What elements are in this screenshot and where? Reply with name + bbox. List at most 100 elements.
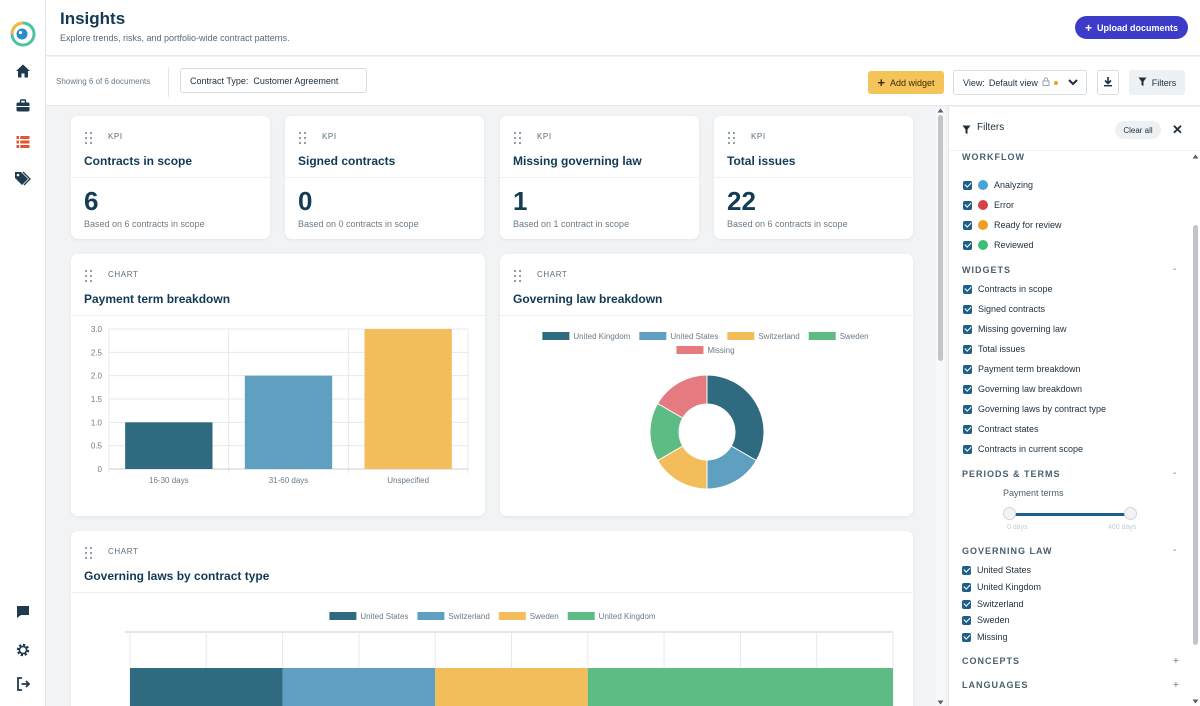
- widget-item[interactable]: Contract states: [963, 423, 1039, 435]
- scrollbar-thumb[interactable]: [1193, 225, 1198, 645]
- checkbox[interactable]: [962, 632, 971, 642]
- checkbox[interactable]: [962, 599, 971, 609]
- tags-icon[interactable]: [13, 168, 33, 188]
- chat-icon[interactable]: [13, 602, 33, 622]
- governing-law-item[interactable]: Missing: [962, 631, 1008, 643]
- kpi-card[interactable]: KPI Signed contracts 0 Based on 0 contra…: [285, 116, 484, 239]
- drag-handle-icon[interactable]: [514, 270, 522, 282]
- payment-terms-slider-track[interactable]: [1009, 513, 1131, 516]
- widget-item[interactable]: Contracts in current scope: [963, 443, 1083, 455]
- expand-toggle[interactable]: +: [1173, 656, 1179, 667]
- upload-documents-button[interactable]: + Upload documents: [1074, 16, 1188, 39]
- checkbox[interactable]: [963, 404, 972, 414]
- expand-toggle[interactable]: +: [1173, 680, 1179, 691]
- governing-law-item[interactable]: United Kingdom: [962, 581, 1041, 593]
- scroll-down-icon[interactable]: [1192, 699, 1199, 704]
- payment-term-chart-card[interactable]: CHART Payment term breakdown 0 0.5 1.0 1.5 2…: [71, 254, 485, 516]
- widget-item[interactable]: Signed contracts: [963, 303, 1045, 315]
- y-tick-label: 2.5: [91, 348, 103, 357]
- governing-law-item[interactable]: Sweden: [962, 614, 1010, 626]
- drag-handle-icon[interactable]: [728, 132, 736, 144]
- section-governing-law[interactable]: GOVERNING LAW: [962, 546, 1053, 556]
- widget-item[interactable]: Governing laws by contract type: [963, 403, 1106, 415]
- filters-button[interactable]: Filters: [1129, 70, 1185, 95]
- status-dot: [978, 200, 988, 210]
- checkbox[interactable]: [963, 324, 972, 334]
- widget-item[interactable]: Contracts in scope: [963, 283, 1053, 295]
- filters-scrollbar[interactable]: [1192, 151, 1199, 706]
- home-icon[interactable]: [13, 61, 33, 81]
- kpi-card[interactable]: KPI Missing governing law 1 Based on 1 c…: [500, 116, 699, 239]
- checkbox[interactable]: [963, 424, 972, 434]
- section-languages[interactable]: LANGUAGES: [962, 680, 1029, 690]
- gear-icon[interactable]: [13, 640, 33, 660]
- widget-label: Contract states: [978, 424, 1039, 434]
- widget-label: Contracts in scope: [978, 284, 1053, 294]
- slider-max-handle[interactable]: [1124, 507, 1137, 520]
- collapse-toggle[interactable]: -: [1173, 264, 1177, 275]
- checkbox[interactable]: [962, 615, 971, 625]
- checkbox[interactable]: [963, 444, 972, 454]
- widget-item[interactable]: Missing governing law: [963, 323, 1067, 335]
- clear-all-button[interactable]: Clear all: [1115, 121, 1161, 139]
- briefcase-icon[interactable]: [13, 96, 33, 116]
- checkbox[interactable]: [963, 284, 972, 294]
- workflow-item[interactable]: Error: [963, 199, 1014, 211]
- checkbox[interactable]: [963, 200, 972, 210]
- checkbox[interactable]: [963, 384, 972, 394]
- workflow-item[interactable]: Reviewed: [963, 239, 1034, 251]
- checkbox[interactable]: [963, 344, 972, 354]
- insights-icon[interactable]: [13, 132, 33, 152]
- app-logo-icon[interactable]: [9, 20, 37, 48]
- scrollbar-thumb[interactable]: [938, 115, 943, 361]
- drag-handle-icon[interactable]: [514, 132, 522, 144]
- page-header: Insights Explore trends, risks, and port…: [46, 0, 1200, 56]
- section-concepts[interactable]: CONCEPTS: [962, 656, 1021, 666]
- scroll-down-icon[interactable]: [937, 700, 944, 705]
- view-select[interactable]: View: Default view: [953, 70, 1087, 95]
- download-button[interactable]: [1097, 70, 1119, 95]
- section-workflow[interactable]: WORKFLOW: [962, 152, 1025, 162]
- checkbox[interactable]: [963, 220, 972, 230]
- governing-law-chart-card[interactable]: CHART Governing law breakdown United Kin…: [500, 254, 913, 516]
- scroll-up-icon[interactable]: [937, 108, 944, 113]
- widget-item[interactable]: Payment term breakdown: [963, 363, 1081, 375]
- checkbox[interactable]: [962, 565, 971, 575]
- contract-type-select[interactable]: Contract Type: Customer Agreement: [180, 68, 367, 93]
- collapse-toggle[interactable]: -: [1173, 545, 1177, 556]
- widget-item[interactable]: Governing law breakdown: [963, 383, 1082, 395]
- status-dot: [978, 240, 988, 250]
- card-divider: [500, 315, 913, 316]
- stacked-bar-segment: [282, 668, 436, 706]
- stacked-bar-segment: [435, 668, 588, 706]
- governing-by-type-chart-card[interactable]: CHART Governing laws by contract type Un…: [71, 531, 913, 706]
- drag-handle-icon[interactable]: [299, 132, 307, 144]
- logout-icon[interactable]: [13, 674, 33, 694]
- checkbox[interactable]: [963, 364, 972, 374]
- section-widgets[interactable]: WIDGETS: [962, 265, 1011, 275]
- page-subtitle: Explore trends, risks, and portfolio-wid…: [60, 33, 290, 43]
- collapse-toggle[interactable]: -: [1173, 468, 1177, 479]
- workflow-item[interactable]: Analyzing: [963, 179, 1033, 191]
- scroll-up-icon[interactable]: [1192, 154, 1199, 159]
- drag-handle-icon[interactable]: [85, 270, 93, 282]
- card-divider: [500, 177, 699, 178]
- governing-law-item[interactable]: Switzerland: [962, 598, 1024, 610]
- drag-handle-icon[interactable]: [85, 547, 93, 559]
- slider-min-handle[interactable]: [1003, 507, 1016, 520]
- main-scrollbar[interactable]: [936, 107, 945, 706]
- checkbox[interactable]: [963, 304, 972, 314]
- close-icon[interactable]: ✕: [1172, 122, 1183, 137]
- kpi-card[interactable]: KPI Contracts in scope 6 Based on 6 cont…: [71, 116, 270, 239]
- add-widget-button[interactable]: + Add widget: [868, 71, 944, 94]
- checkbox[interactable]: [963, 180, 972, 190]
- widget-item[interactable]: Total issues: [963, 343, 1025, 355]
- checkbox[interactable]: [963, 240, 972, 250]
- governing-law-item[interactable]: United States: [962, 564, 1031, 576]
- checkbox[interactable]: [962, 582, 971, 592]
- drag-handle-icon[interactable]: [85, 132, 93, 144]
- view-value: Default view: [988, 77, 1038, 88]
- section-periods-terms[interactable]: PERIODS & TERMS: [962, 469, 1061, 479]
- workflow-item[interactable]: Ready for review: [963, 219, 1062, 231]
- kpi-card[interactable]: KPI Total issues 22 Based on 6 contracts…: [714, 116, 913, 239]
